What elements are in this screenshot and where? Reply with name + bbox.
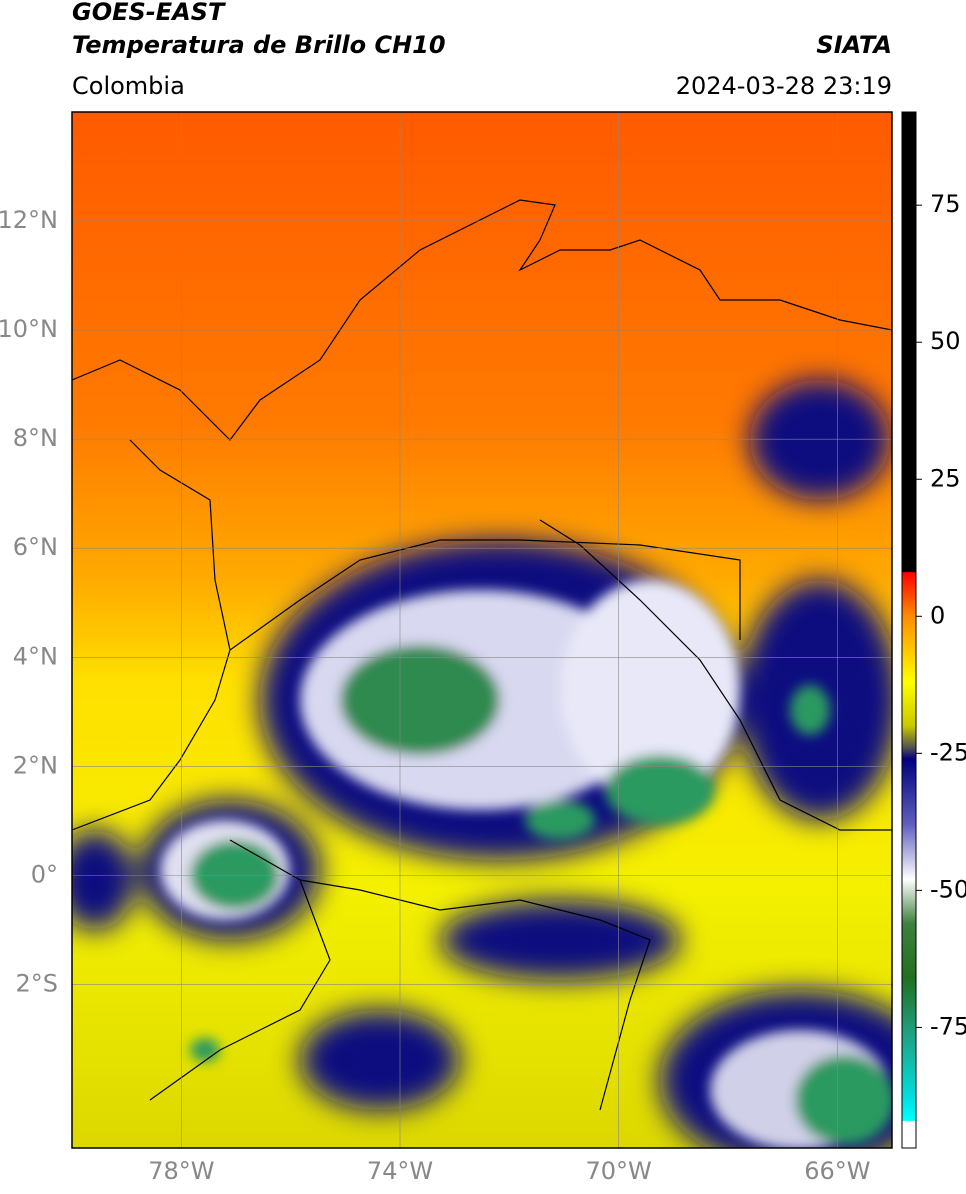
x-tick-label: 66°W bbox=[804, 1157, 870, 1185]
map-frame bbox=[71, 111, 893, 1149]
colorbar-tick-label: 50 bbox=[930, 327, 961, 355]
x-tick-label: 70°W bbox=[586, 1157, 652, 1185]
y-tick-label: 0° bbox=[31, 860, 58, 888]
y-tick-label: 8°N bbox=[13, 424, 58, 452]
x-tick-label: 74°W bbox=[367, 1157, 433, 1185]
y-tick-label: 12°N bbox=[0, 206, 58, 234]
x-tick-label: 78°W bbox=[148, 1157, 214, 1185]
colorbar-tick-label: -50 bbox=[930, 875, 966, 903]
colorbar bbox=[901, 111, 917, 1149]
colorbar-tick-label: 25 bbox=[930, 464, 961, 492]
region: Colombia bbox=[72, 72, 185, 100]
y-tick-label: 2°S bbox=[15, 969, 58, 997]
y-tick-label: 10°N bbox=[0, 315, 58, 343]
colorbar-tick-label: 75 bbox=[930, 190, 961, 218]
source: SIATA bbox=[816, 31, 892, 59]
subtitle: Temperatura de Brillo CH10 bbox=[72, 31, 446, 59]
colorbar-tick-label: -75 bbox=[930, 1012, 966, 1040]
y-tick-label: 6°N bbox=[13, 533, 58, 561]
datetime: 2024-03-28 23:19 bbox=[676, 72, 892, 100]
colorbar-tick-label: -25 bbox=[930, 738, 966, 766]
title: GOES-EAST bbox=[72, 0, 226, 26]
y-tick-label: 4°N bbox=[13, 642, 58, 670]
satellite-image bbox=[72, 112, 892, 1148]
y-tick-label: 2°N bbox=[13, 751, 58, 779]
colorbar-tick-label: 0 bbox=[930, 601, 945, 629]
